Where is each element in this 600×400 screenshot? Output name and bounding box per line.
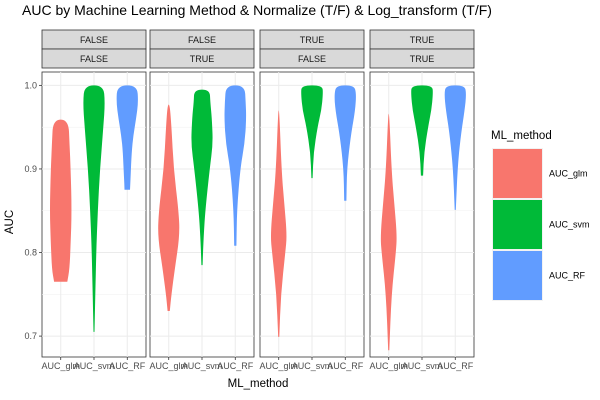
violin-auc-glm bbox=[158, 104, 180, 311]
x-tick-label: AUC_glm bbox=[149, 361, 188, 371]
legend: ML_method AUC_glm AUC_svm AUC_RF bbox=[491, 130, 590, 301]
strip-bottom bbox=[369, 48, 475, 69]
y-axis: 0.7 0.8 0.9 1.0 bbox=[24, 80, 42, 341]
violin-auc-glm bbox=[380, 113, 397, 351]
x-axis-title: ML_method bbox=[228, 378, 289, 390]
violin-auc-glm bbox=[270, 110, 287, 337]
x-tick-label: AUC_glm bbox=[41, 361, 80, 371]
legend-label: AUC_svm bbox=[549, 220, 590, 230]
x-tick-label: AUC_RF bbox=[327, 361, 364, 371]
strip-bottom bbox=[259, 48, 365, 69]
y-tick-label: 1.0 bbox=[24, 80, 37, 90]
y-tick-label: 0.7 bbox=[24, 331, 37, 341]
strip-bottom-label: FALSE bbox=[298, 54, 326, 64]
strip-bottom-label: TRUE bbox=[410, 54, 435, 64]
strip-top-label: FALSE bbox=[80, 35, 108, 45]
legend-label: AUC_glm bbox=[549, 169, 588, 179]
violin-auc-svm bbox=[301, 85, 323, 179]
strip-bottom-label: TRUE bbox=[190, 54, 215, 64]
violin-auc-svm bbox=[411, 85, 433, 176]
legend-key-auc-glm bbox=[493, 149, 542, 198]
y-tick-label: 0.9 bbox=[24, 164, 37, 174]
facet-panels: FALSEFALSEAUC_glmAUC_svmAUC_RFFALSETRUEA… bbox=[41, 29, 475, 371]
violin-auc-glm bbox=[50, 119, 72, 282]
violin-auc-rf bbox=[444, 85, 466, 210]
x-tick-label: AUC_svm bbox=[402, 361, 443, 371]
strip-bottom bbox=[149, 48, 255, 69]
strip-bottom bbox=[41, 48, 147, 69]
violin-auc-rf bbox=[334, 85, 356, 201]
legend-label: AUC_RF bbox=[549, 271, 586, 281]
x-tick-label: AUC_svm bbox=[292, 361, 333, 371]
violin-auc-svm bbox=[191, 89, 213, 266]
strip-top-label: TRUE bbox=[410, 35, 435, 45]
x-tick-label: AUC_RF bbox=[109, 361, 146, 371]
x-tick-label: AUC_RF bbox=[437, 361, 474, 371]
chart-title: AUC by Machine Learning Method & Normali… bbox=[22, 2, 492, 18]
y-axis-title: AUC bbox=[4, 210, 16, 234]
violin-auc-rf bbox=[224, 85, 247, 246]
strip-top-label: TRUE bbox=[300, 35, 325, 45]
legend-key-auc-rf bbox=[493, 251, 542, 300]
x-tick-label: AUC_RF bbox=[217, 361, 254, 371]
strip-bottom-label: FALSE bbox=[80, 54, 108, 64]
legend-title: ML_method bbox=[491, 130, 552, 142]
strip-top-label: FALSE bbox=[188, 35, 216, 45]
x-tick-label: AUC_svm bbox=[74, 361, 115, 371]
violin-auc-svm bbox=[83, 85, 105, 332]
x-tick-label: AUC_glm bbox=[369, 361, 408, 371]
legend-key-auc-svm bbox=[493, 200, 542, 249]
y-tick-label: 0.8 bbox=[24, 248, 37, 258]
x-tick-label: AUC_glm bbox=[259, 361, 298, 371]
violin-auc-rf bbox=[116, 85, 138, 190]
x-tick-label: AUC_svm bbox=[182, 361, 223, 371]
